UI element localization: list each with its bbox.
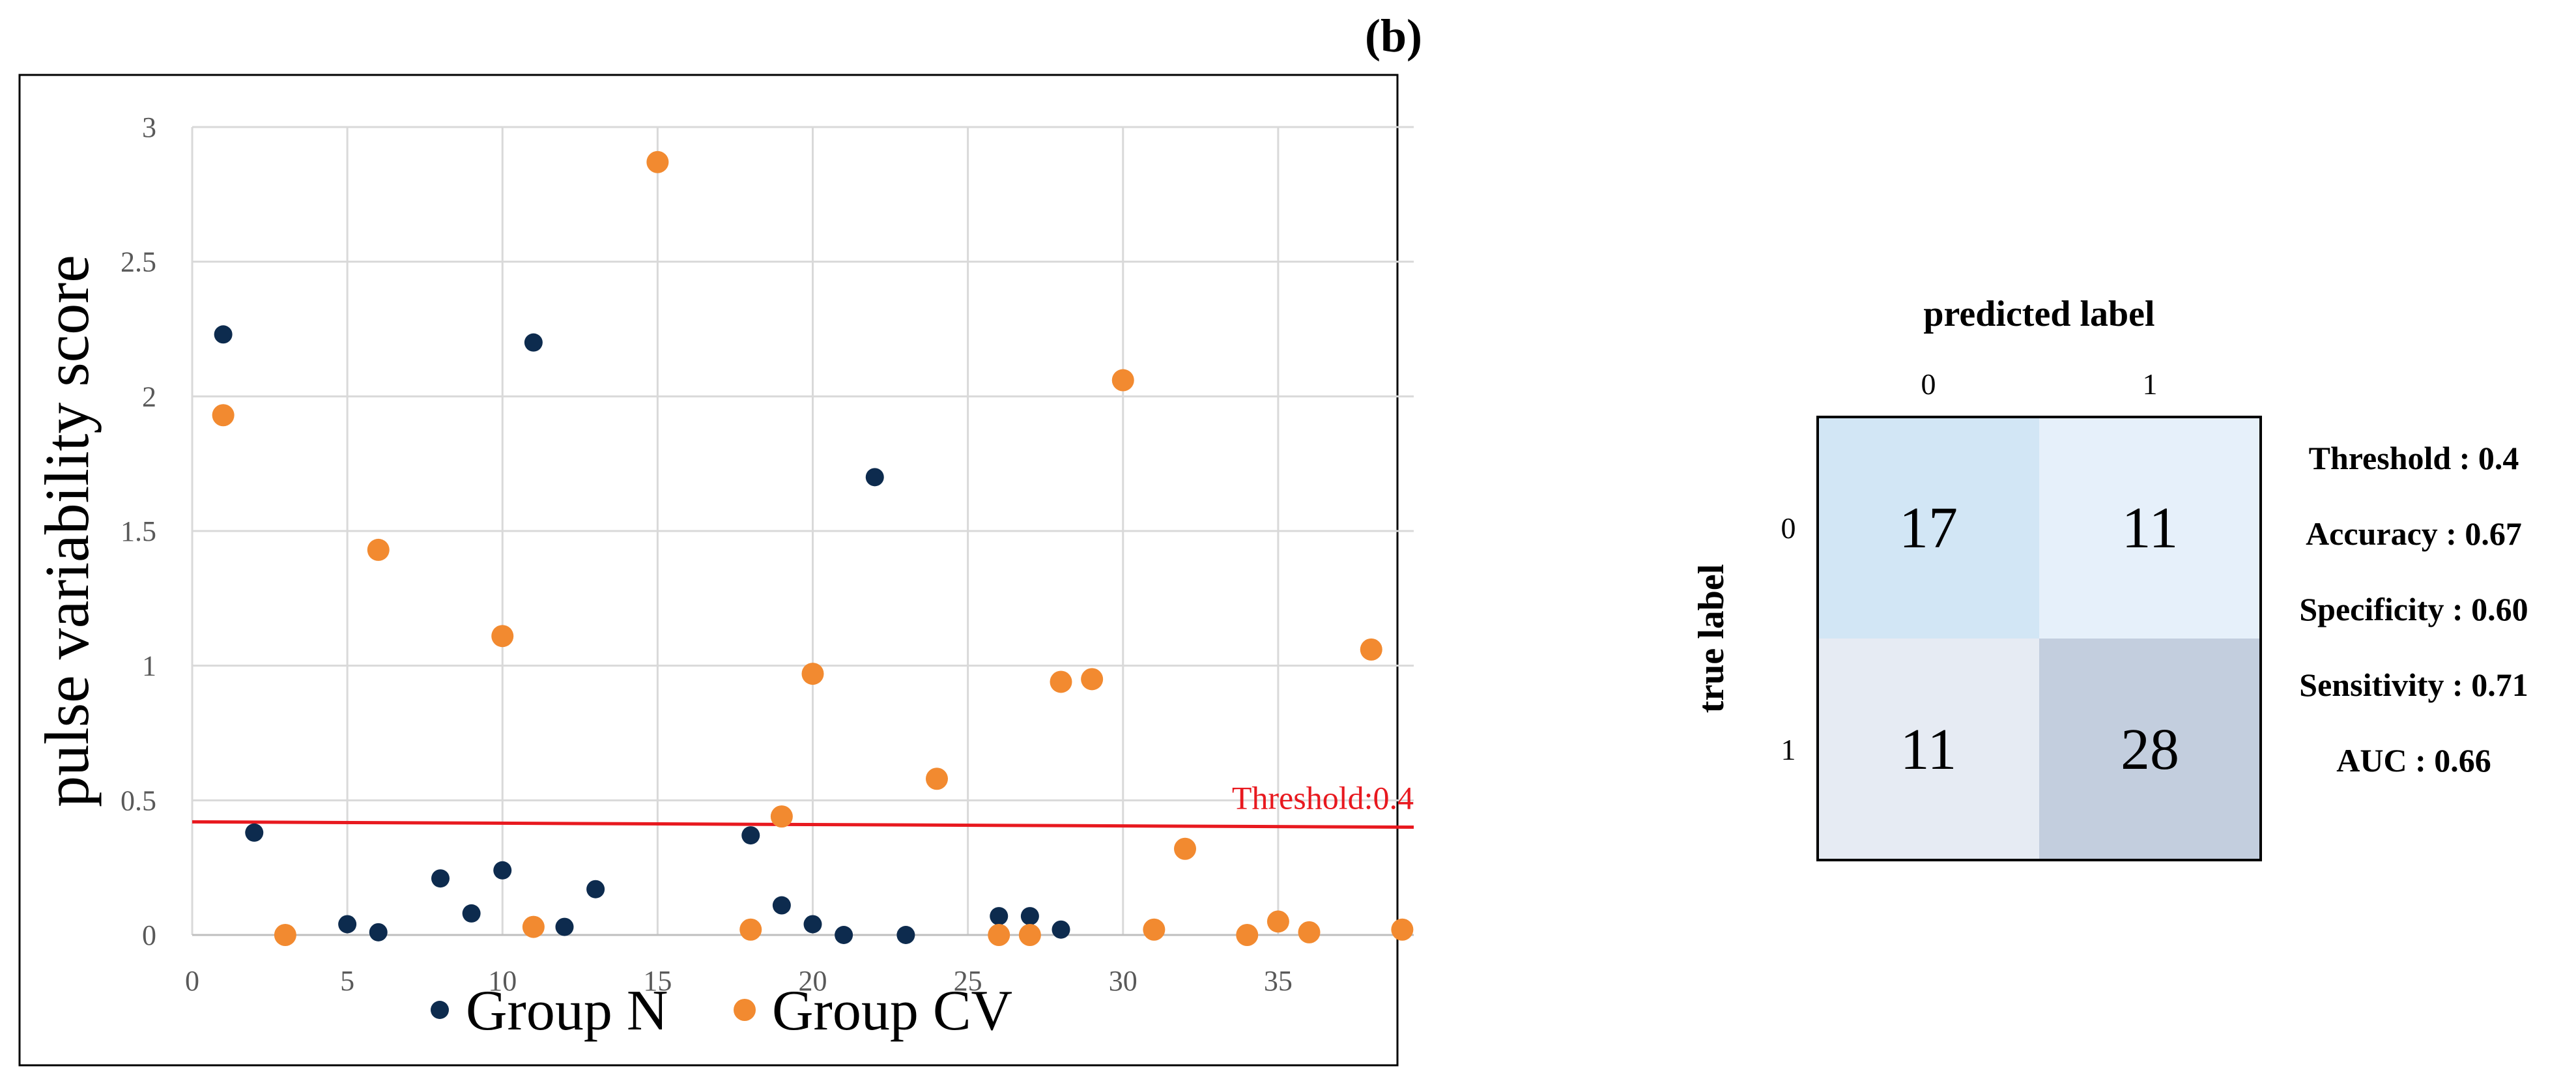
point-group-n: [493, 861, 512, 880]
point-group-cv: [646, 151, 669, 173]
point-group-cv: [1391, 918, 1414, 941]
point-group-cv: [801, 663, 824, 685]
point-group-n: [1020, 907, 1039, 926]
predicted-category-label: 1: [2143, 367, 2158, 401]
true-label-title: true label: [1691, 564, 1732, 713]
metric-text: AUC : 0.66: [2336, 742, 2491, 779]
point-group-cv: [1360, 638, 1382, 661]
y-tick-label: 0.5: [121, 784, 156, 816]
point-group-cv: [926, 768, 948, 790]
point-group-n: [835, 926, 853, 944]
point-group-n: [772, 896, 791, 915]
legend-label-group-n: Group N: [466, 979, 668, 1042]
point-group-cv: [1298, 921, 1321, 943]
true-category-label: 0: [1781, 511, 1796, 545]
point-group-cv: [1081, 668, 1104, 691]
point-group-cv: [1050, 670, 1072, 693]
threshold-line-group: Threshold:0.4: [192, 780, 1414, 829]
point-group-cv: [739, 918, 762, 941]
x-tick-label: 0: [185, 965, 199, 997]
point-group-n: [462, 904, 481, 923]
point-group-n: [214, 325, 233, 344]
y-tick-label: 3: [142, 111, 156, 143]
metric-text: Accuracy : 0.67: [2306, 515, 2522, 552]
matrix-cell-value: 11: [1900, 717, 1957, 782]
point-group-cv: [274, 924, 296, 946]
true-categories: 01: [1781, 511, 1796, 766]
matrix-cell: [1818, 417, 2039, 639]
x-tick-label: 25: [954, 965, 982, 997]
point-group-cv: [367, 538, 390, 561]
y-tick-label: 0: [142, 919, 156, 951]
x-tick-label: 10: [488, 965, 517, 997]
x-tick-label: 15: [643, 965, 672, 997]
matrix-cell-value: 17: [1899, 496, 1958, 560]
metric-text: Specificity : 0.60: [2299, 591, 2528, 627]
panel-label: (b): [1365, 10, 1422, 62]
point-group-cv: [522, 915, 545, 938]
y-tick-label: 2: [142, 381, 156, 412]
point-group-cv: [770, 805, 793, 828]
point-group-n: [524, 333, 543, 352]
x-tick-label: 35: [1264, 965, 1293, 997]
y-axis-label: pulse variability score: [32, 255, 102, 807]
metric-text: Threshold : 0.4: [2309, 440, 2519, 476]
legend: Group N Group CV: [431, 979, 1012, 1042]
data-points: [212, 151, 1414, 946]
matrix-cell-value: 28: [2121, 717, 2179, 782]
matrix-border: [1816, 416, 2262, 861]
x-tick-labels: 0510152025303540: [185, 965, 1293, 997]
point-group-n: [245, 823, 264, 842]
y-tick-label: 1.5: [121, 515, 156, 547]
point-group-n: [338, 915, 357, 934]
matrix-cells: 17 11 11 28: [1818, 417, 2261, 860]
point-group-n: [586, 880, 605, 898]
point-group-cv: [1018, 924, 1041, 946]
threshold-line: [192, 820, 1414, 829]
legend-label-group-cv: Group CV: [772, 979, 1012, 1042]
legend-marker-group-n: [431, 1001, 449, 1019]
point-group-n: [1052, 920, 1070, 939]
legend-marker-group-cv: [734, 999, 756, 1021]
point-group-n: [369, 923, 388, 941]
true-category-label: 1: [1781, 733, 1796, 766]
scatter-chart: Threshold:0.4 0510152025303540 00.511.52…: [18, 74, 1414, 1067]
point-group-cv: [988, 924, 1010, 946]
chart-frame: [18, 74, 1399, 1067]
y-tick-label: 2.5: [121, 246, 156, 278]
matrix-cell: [1818, 639, 2039, 860]
x-tick-label: 30: [1109, 965, 1138, 997]
point-group-cv: [212, 404, 235, 427]
matrix-cell: [2039, 417, 2261, 639]
point-group-cv: [1174, 837, 1196, 860]
point-group-n: [803, 915, 822, 934]
matrix-cell-value: 11: [2122, 496, 2179, 560]
point-group-n: [431, 869, 450, 888]
point-group-n: [896, 926, 915, 944]
point-group-cv: [1267, 910, 1289, 933]
threshold-label: Threshold:0.4: [1232, 780, 1414, 816]
metrics-list: Threshold : 0.4 Accuracy : 0.67 Specificit…: [2299, 440, 2528, 779]
metric-text: Sensitivity : 0.71: [2299, 667, 2528, 703]
matrix-cell: [2039, 639, 2261, 860]
x-tick-label: 20: [799, 965, 827, 997]
point-group-n: [555, 917, 574, 936]
y-tick-label: 1: [142, 650, 156, 682]
point-group-n: [990, 907, 1009, 926]
point-group-cv: [1111, 369, 1134, 392]
point-group-cv: [491, 625, 514, 648]
predicted-category-label: 0: [1921, 367, 1936, 401]
point-group-cv: [1236, 924, 1259, 946]
point-group-cv: [1143, 918, 1166, 941]
point-group-n: [741, 826, 760, 845]
predicted-label-title: predicted label: [1923, 294, 2154, 334]
y-tick-labels: 0 0.5 1 1.5 2 2.5 3: [121, 111, 156, 951]
x-tick-label: 5: [340, 965, 354, 997]
point-group-n: [865, 468, 884, 487]
